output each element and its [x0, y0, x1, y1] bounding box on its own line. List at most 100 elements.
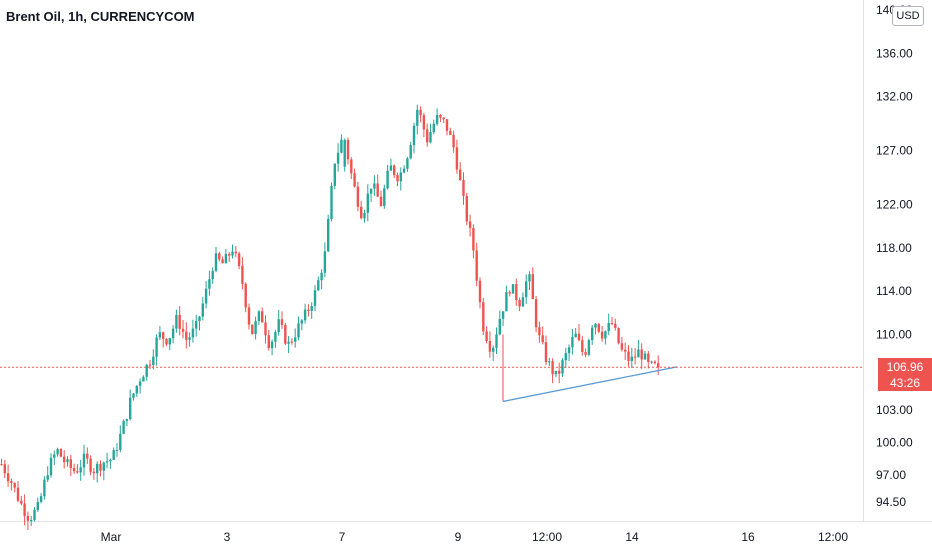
candle-body[interactable]	[561, 360, 564, 374]
candle-body[interactable]	[343, 139, 346, 167]
candle-body[interactable]	[39, 496, 43, 502]
candle-body[interactable]	[208, 279, 211, 289]
candle-body[interactable]	[574, 333, 577, 338]
candle-body[interactable]	[600, 331, 604, 339]
candle-body[interactable]	[597, 323, 600, 332]
candle-body[interactable]	[610, 322, 614, 324]
candle-body[interactable]	[567, 347, 571, 354]
candle-body[interactable]	[369, 188, 373, 194]
candle-body[interactable]	[501, 311, 505, 319]
candle-body[interactable]	[485, 331, 488, 341]
candle-body[interactable]	[455, 147, 459, 170]
candle-body[interactable]	[23, 503, 26, 516]
candle-body[interactable]	[640, 349, 643, 360]
candle-body[interactable]	[617, 328, 620, 344]
candle-body[interactable]	[541, 335, 544, 343]
candle-body[interactable]	[115, 450, 119, 452]
candle-body[interactable]	[422, 115, 426, 130]
candle-body[interactable]	[162, 332, 165, 339]
candle-body[interactable]	[350, 159, 353, 174]
candle-body[interactable]	[63, 456, 66, 463]
candle-body[interactable]	[492, 347, 495, 352]
candle-body[interactable]	[587, 340, 591, 355]
candle-body[interactable]	[30, 519, 33, 521]
candle-body[interactable]	[201, 303, 204, 317]
candle-body[interactable]	[554, 370, 558, 375]
candle-body[interactable]	[66, 459, 69, 463]
candle-body[interactable]	[323, 251, 327, 273]
candle-body[interactable]	[525, 281, 528, 298]
candle-body[interactable]	[426, 129, 429, 143]
candle-body[interactable]	[152, 356, 155, 366]
candle-body[interactable]	[307, 309, 310, 311]
candle-body[interactable]	[439, 115, 442, 118]
candle-body[interactable]	[191, 328, 195, 338]
candle-body[interactable]	[614, 323, 617, 329]
candle-body[interactable]	[353, 173, 356, 187]
candle-body[interactable]	[399, 172, 402, 182]
candle-body[interactable]	[313, 290, 317, 307]
candle-body[interactable]	[419, 109, 422, 116]
candle-body[interactable]	[498, 318, 501, 335]
candle-body[interactable]	[79, 467, 82, 473]
candle-body[interactable]	[135, 385, 138, 394]
candle-body[interactable]	[264, 322, 267, 336]
candle-body[interactable]	[356, 186, 360, 207]
candle-body[interactable]	[155, 337, 158, 357]
candle-body[interactable]	[211, 270, 214, 280]
candle-body[interactable]	[577, 333, 581, 341]
candle-body[interactable]	[521, 297, 525, 307]
candle-body[interactable]	[185, 331, 188, 340]
candle-body[interactable]	[267, 335, 270, 349]
candle-body[interactable]	[251, 324, 254, 335]
candle-body[interactable]	[396, 175, 399, 182]
candle-body[interactable]	[145, 364, 148, 377]
candle-body[interactable]	[99, 463, 102, 471]
candle-body[interactable]	[653, 361, 657, 364]
candle-body[interactable]	[429, 132, 432, 143]
candle-body[interactable]	[237, 253, 241, 266]
currency-badge[interactable]: USD	[892, 6, 924, 26]
candle-body[interactable]	[16, 487, 20, 501]
candle-body[interactable]	[257, 311, 261, 322]
candle-body[interactable]	[287, 341, 290, 344]
candle-body[interactable]	[409, 145, 412, 159]
candle-body[interactable]	[122, 420, 125, 434]
candle-body[interactable]	[92, 471, 96, 474]
candle-body[interactable]	[33, 509, 36, 520]
candle-body[interactable]	[657, 363, 660, 368]
candle-body[interactable]	[244, 283, 247, 308]
candle-body[interactable]	[274, 332, 277, 342]
candle-body[interactable]	[327, 219, 330, 252]
candle-body[interactable]	[346, 139, 350, 160]
candle-body[interactable]	[416, 109, 419, 126]
candle-body[interactable]	[188, 337, 191, 340]
candle-body[interactable]	[465, 195, 468, 222]
candle-body[interactable]	[20, 500, 23, 504]
candle-body[interactable]	[181, 328, 185, 332]
candle-body[interactable]	[627, 351, 630, 362]
candle-body[interactable]	[76, 471, 79, 473]
candle-body[interactable]	[56, 449, 59, 455]
candle-body[interactable]	[224, 253, 228, 264]
candle-body[interactable]	[254, 321, 257, 335]
candle-body[interactable]	[89, 458, 92, 472]
candle-body[interactable]	[363, 212, 366, 219]
candle-body[interactable]	[195, 321, 198, 329]
candle-body[interactable]	[49, 457, 53, 476]
candle-body[interactable]	[571, 337, 574, 348]
candle-body[interactable]	[96, 463, 99, 474]
candle-body[interactable]	[129, 397, 132, 420]
candle-body[interactable]	[508, 292, 511, 294]
candle-body[interactable]	[544, 342, 548, 363]
candle-body[interactable]	[86, 453, 89, 459]
candle-body[interactable]	[72, 467, 76, 472]
candle-body[interactable]	[442, 117, 445, 120]
candle-body[interactable]	[102, 462, 105, 471]
candle-body[interactable]	[26, 515, 30, 521]
candle-body[interactable]	[534, 299, 538, 328]
candle-body[interactable]	[393, 165, 396, 176]
candle-body[interactable]	[69, 459, 72, 468]
candle-body[interactable]	[178, 314, 181, 329]
